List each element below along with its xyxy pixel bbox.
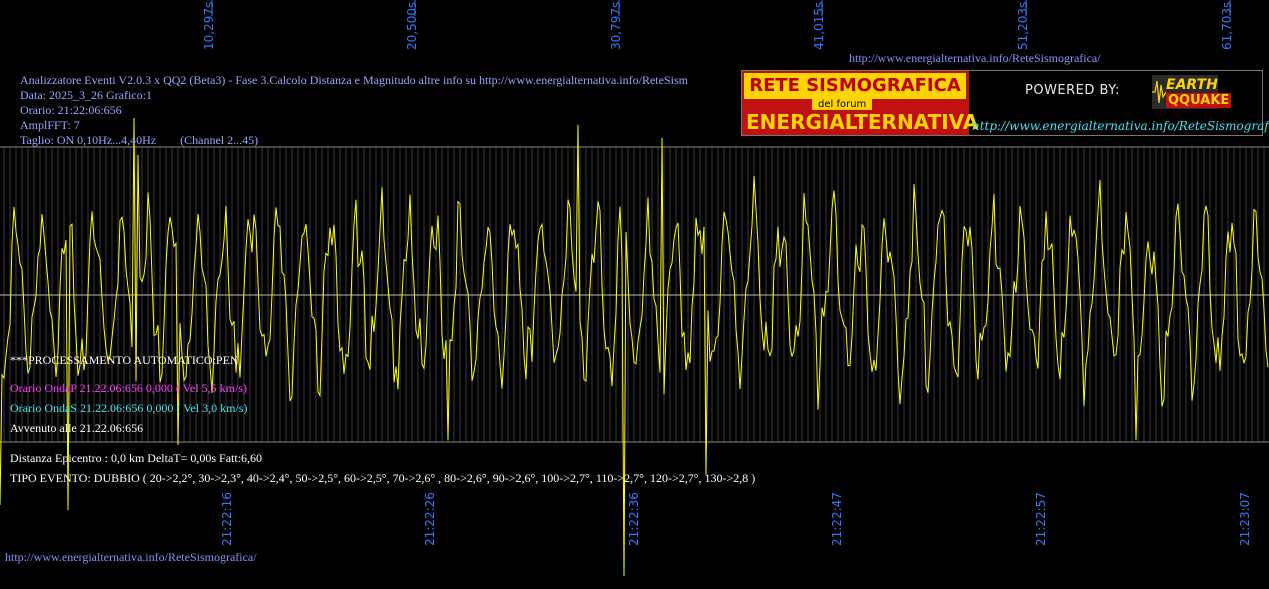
top-url-link[interactable]: http://www.energialternativa.info/ReteSi… — [849, 51, 1101, 65]
clock-tick-bottom: 21:22:36 — [627, 492, 641, 546]
logo-quake-text: QQUAKE — [1166, 93, 1232, 108]
banner-title-mid: del forum — [812, 99, 873, 110]
clock-tick-bottom: 21:22:16 — [220, 492, 234, 546]
time-tick-top: 20,500s — [405, 1, 419, 50]
time-tick-top: 10,297s — [202, 1, 216, 50]
header-line-ampl: AmplFFT: 7 — [20, 118, 80, 132]
clock-tick-bottom: 21:22:26 — [423, 492, 437, 546]
time-tick-top: 51,203s — [1016, 1, 1030, 50]
processing-auto-label: ***PROCESSAMENTO AUTOMATICO:PEN — [10, 353, 239, 367]
header-line-date: Data: 2025_3_26 Grafico:1 — [20, 88, 152, 102]
header-line-title: Analizzatore Eventi V2.0.3 x QQ2 (Beta3)… — [20, 73, 688, 87]
rete-sismografica-banner: RETE SISMOGRAFICA del forum ENERGIALTERN… — [741, 70, 1269, 136]
banner-title-top: RETE SISMOGRAFICA — [744, 73, 966, 99]
bottom-url-link[interactable]: http://www.energialternativa.info/ReteSi… — [5, 550, 257, 564]
time-tick-top: 61,703s — [1220, 1, 1234, 50]
event-occurred-time: Avvenuto alle 21.22.06:656 — [10, 421, 144, 435]
logo-earth-text: EARTH — [1166, 77, 1218, 93]
powered-by-label: POWERED BY: — [1025, 83, 1120, 98]
seismograph-wave-icon — [1152, 80, 1166, 104]
header-line-filter: Taglio: ON 0,10Hz...4,40Hz (Channel 2...… — [20, 133, 259, 147]
time-tick-top: 41,015s — [812, 1, 826, 50]
banner-title-bottom: ENERGIALTERNATIVA — [746, 110, 979, 134]
clock-tick-bottom: 21:22:57 — [1034, 492, 1048, 546]
seismic-trace — [0, 117, 1269, 577]
event-type: TIPO EVENTO: DUBBIO ( 20->2,2°, 30->2,3°… — [10, 471, 756, 485]
banner-url-link[interactable]: http://www.energialternativa.info/ReteSi… — [972, 119, 1269, 133]
time-tick-top: 30,797s — [609, 1, 623, 50]
clock-tick-bottom: 21:23:07 — [1238, 492, 1252, 546]
onda-p-time: Orario OndaP 21.22.06:656 0,000 ( Vel 5,… — [10, 381, 247, 395]
earthquake-logo: EARTH QQUAKE — [1152, 75, 1232, 109]
clock-tick-bottom: 21:22:47 — [830, 492, 844, 546]
epicenter-distance: Distanza Epicentro : 0,0 km DeltaT= 0,00… — [10, 451, 263, 465]
header-line-time: Orario: 21:22:06:656 — [20, 103, 122, 117]
tick-marks — [211, 0, 1231, 16]
onda-s-time: Orario OndaS 21.22.06:656 0,000 ( Vel 3,… — [10, 401, 248, 415]
